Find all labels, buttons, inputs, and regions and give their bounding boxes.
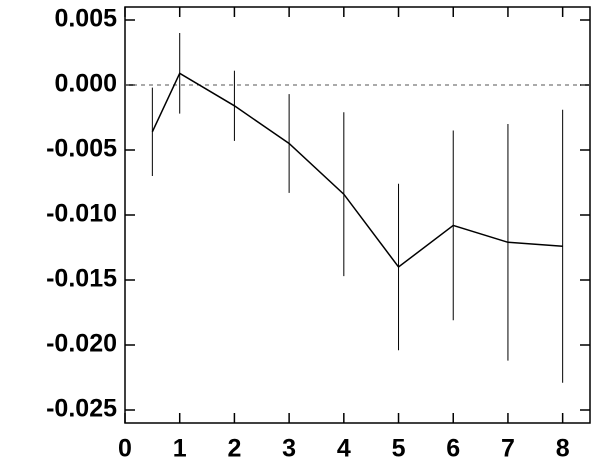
y-tick-label: -0.015: [46, 265, 117, 293]
x-tick-label: 1: [173, 435, 187, 463]
y-tick-label: 0.005: [54, 5, 117, 33]
y-tick-label: 0.000: [54, 70, 117, 98]
x-tick-label: 3: [282, 435, 296, 463]
x-tick-label: 2: [227, 435, 241, 463]
plot-frame: [124, 6, 591, 424]
x-tick-label: 7: [501, 435, 515, 463]
series-line: [151, 72, 563, 269]
x-tick-label: 0: [118, 435, 132, 463]
y-tick-label: -0.020: [46, 330, 117, 358]
y-tick-label: -0.010: [46, 200, 117, 228]
x-tick-label: 8: [556, 435, 570, 463]
x-tick-label: 6: [446, 435, 460, 463]
y-tick-label: -0.005: [46, 135, 117, 163]
x-tick-label: 5: [392, 435, 406, 463]
y-tick-label: -0.025: [46, 395, 117, 423]
x-tick-label: 4: [337, 435, 351, 463]
